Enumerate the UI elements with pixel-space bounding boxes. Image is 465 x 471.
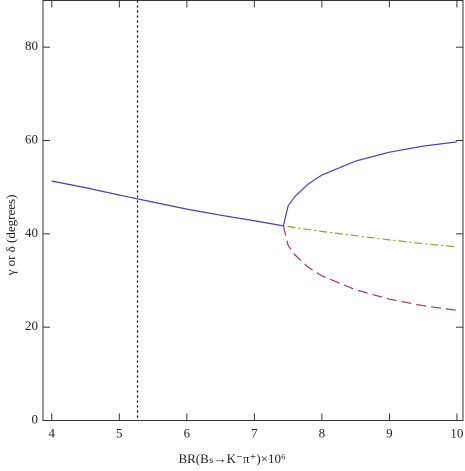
y-tick-label: 80: [25, 38, 38, 53]
x-tick-label: 10: [450, 425, 463, 440]
line-series: [51, 180, 457, 248]
line-series: [51, 141, 457, 227]
x-tick-label: 5: [116, 425, 123, 440]
plot-frame: [42, 0, 464, 421]
y-tick-label: 20: [25, 318, 38, 333]
line-series: [282, 225, 458, 311]
x-tick-label: 7: [251, 425, 258, 440]
y-axis-label: γ or δ (degrees): [3, 195, 18, 277]
x-axis-label: BR(Bₛ→K⁻π⁺)×10⁶: [178, 451, 285, 466]
y-tick-label: 0: [32, 411, 39, 426]
x-tick-label: 6: [184, 425, 191, 440]
y-tick-label: 40: [25, 225, 38, 240]
x-tick-label: 8: [319, 425, 326, 440]
y-tick-label: 60: [25, 131, 38, 146]
x-tick-label: 4: [49, 425, 56, 440]
x-tick-label: 9: [386, 425, 393, 440]
